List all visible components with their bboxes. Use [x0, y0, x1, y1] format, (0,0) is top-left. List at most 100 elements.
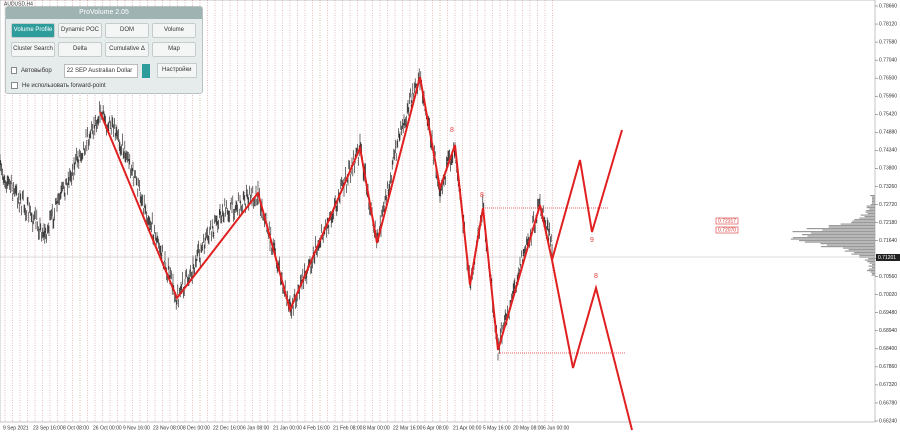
wave-line	[99, 76, 553, 351]
dropdown-arrow[interactable]	[142, 63, 150, 78]
volume-profile-bar	[867, 270, 875, 272]
volume-profile-bar	[851, 222, 875, 224]
checkbox[interactable]	[11, 67, 18, 74]
volume-profile-bar	[870, 271, 875, 273]
time-label: 8 Oct 08:00	[63, 425, 89, 431]
time-label: 20 May 08:00	[513, 425, 544, 431]
panel-button[interactable]: Map	[152, 42, 196, 57]
time-label: 23 Nov 08:00	[153, 425, 183, 431]
wave-label: 8	[594, 273, 598, 280]
price-label: 0.77040	[879, 57, 897, 63]
level-label: 0.72317	[718, 218, 736, 224]
volume-profile-bar	[866, 205, 875, 207]
wave-label: 9	[590, 237, 594, 244]
level-label: 0.72070	[718, 227, 736, 233]
volume-profile-bar	[872, 202, 875, 204]
volume-profile-bar	[865, 211, 875, 213]
time-label: 9 Nov 16:00	[123, 425, 150, 431]
level-box	[715, 226, 739, 234]
volume-profile-bar	[859, 255, 875, 257]
wave-label: 8	[450, 127, 454, 134]
volume-profile-bar	[872, 273, 875, 275]
volume-profile-bar	[872, 196, 875, 198]
price-label: 0.74340	[879, 148, 897, 154]
volume-profile-bar	[826, 244, 875, 246]
panel-button[interactable]: Cumulative Δ	[105, 42, 149, 57]
symbol-label: AUDUSD,H4	[4, 1, 33, 7]
time-label: 21 Jan 00:00	[273, 425, 302, 431]
price-label: 0.74880	[879, 130, 897, 136]
instrument-dropdown[interactable]: 22 SEP Australian Dollar	[63, 63, 139, 78]
price-label: 0.70020	[879, 292, 897, 298]
volume-profile-bar	[802, 234, 875, 236]
settings-button[interactable]: Настройки	[156, 63, 197, 78]
button-grid: Volume Profile Dynamic POC DOM Volume Cluste…	[6, 19, 202, 61]
volume-profile-bar	[843, 247, 875, 249]
time-label: 21 Apr 00:00	[453, 425, 482, 431]
price-label: 0.67860	[879, 364, 897, 370]
price-label: 0.67320	[879, 382, 897, 388]
panel-button[interactable]: Cluster Search	[11, 42, 55, 57]
volume-profile-bar	[840, 223, 875, 225]
volume-profile-bar	[807, 235, 875, 237]
time-label: 6 Apr 08:00	[423, 425, 449, 431]
time-label: 6 Jan 08:00	[243, 425, 269, 431]
price-label: 0.78660	[879, 3, 897, 9]
time-label: 4 Feb 16:00	[303, 425, 330, 431]
volume-profile-bar	[854, 219, 875, 221]
time-label: 9 Sep 2021	[3, 425, 29, 431]
price-label: 0.72180	[879, 220, 897, 226]
volume-profile-bar	[866, 207, 875, 209]
price-label: 0.66240	[879, 418, 897, 424]
time-label: 26 Oct 00:00	[93, 425, 122, 431]
volume-profile-bar	[872, 267, 875, 269]
volume-profile-bar	[790, 238, 875, 240]
panel-title: ProVolume 2.05	[6, 7, 202, 19]
price-label: 0.68940	[879, 328, 897, 334]
panel-button[interactable]: Dynamic POC	[58, 23, 102, 38]
price-label: 0.72720	[879, 202, 897, 208]
volume-profile-bar	[792, 231, 875, 233]
volume-profile-bar	[868, 265, 875, 267]
volume-profile-bar	[806, 228, 875, 230]
volume-profile-bar	[871, 274, 875, 276]
volume-profile-bar	[870, 204, 875, 206]
price-label: 0.75420	[879, 112, 897, 118]
forward-label: Не использовать forward-point	[22, 82, 106, 89]
volume-profile-bar	[854, 252, 875, 254]
auto-label: Автовыбор	[21, 67, 52, 74]
volume-profile-bar	[867, 261, 875, 263]
volume-profile-bar	[872, 201, 875, 203]
price-label: 0.70560	[879, 274, 897, 280]
volume-profile-bar	[859, 217, 875, 219]
volume-profile-bar	[872, 264, 875, 266]
projection-line	[551, 259, 633, 431]
price-label: 0.69480	[879, 310, 897, 316]
panel-button[interactable]: DOM	[105, 23, 149, 38]
volume-profile-bar	[866, 210, 875, 212]
price-label: 0.68400	[879, 346, 897, 352]
volume-profile-bar	[810, 232, 875, 234]
checkbox[interactable]	[11, 82, 18, 89]
panel-button[interactable]: Delta	[58, 42, 102, 57]
volume-profile-bar	[822, 229, 875, 231]
price-label: 0.66780	[879, 400, 897, 406]
volume-profile-bar	[870, 195, 875, 197]
volume-profile-bar	[868, 268, 875, 270]
time-label: 8 Mar 00:00	[363, 425, 390, 431]
price-label: 0.73260	[879, 184, 897, 190]
volume-profile-bar	[828, 226, 875, 228]
projection-line	[551, 129, 623, 261]
provolume-panel: ProVolume 2.05 Volume Profile Dynamic POC…	[5, 6, 203, 94]
instrument-row: Автовыбор 22 SEP Australian Dollar Настр…	[6, 61, 202, 80]
volume-profile-bar	[799, 240, 875, 242]
time-label: 23 Sep 16:00	[33, 425, 63, 431]
current-price-box	[876, 254, 900, 261]
volume-profile-bar	[844, 250, 875, 252]
panel-button[interactable]: Volume Profile	[11, 23, 55, 38]
panel-button[interactable]: Volume	[152, 23, 196, 38]
volume-profile-bar	[821, 246, 875, 248]
volume-profile-bar	[851, 253, 875, 255]
time-label: 8 Dec 00:00	[183, 425, 210, 431]
volume-profile-bar	[869, 262, 875, 264]
